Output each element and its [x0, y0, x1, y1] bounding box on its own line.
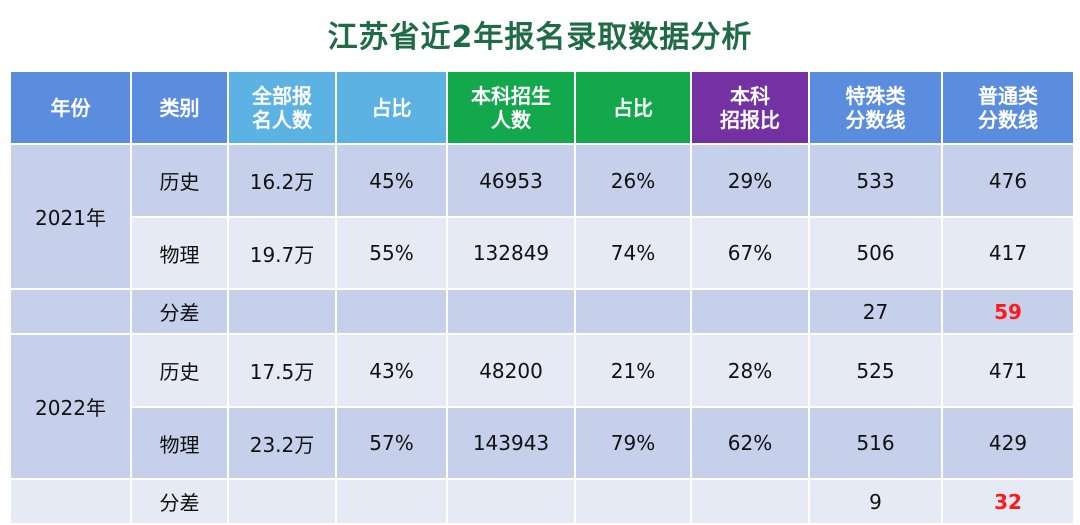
special-diff-cell: 9	[808, 478, 943, 525]
total-cell: 19.7万	[227, 216, 337, 290]
year-cell: 2022年	[9, 333, 132, 480]
category-cell: 历史	[130, 143, 229, 218]
header-special-line: 特殊类 分数线	[808, 70, 943, 145]
empty-cell	[227, 288, 337, 335]
undergrad-cell: 46953	[446, 143, 576, 218]
undergrad-ratio-cell: 26%	[574, 143, 692, 218]
admit-ratio-cell: 28%	[690, 333, 810, 408]
empty-cell	[227, 478, 337, 525]
normal-line-cell: 471	[941, 333, 1075, 408]
special-line-cell: 516	[808, 406, 943, 480]
table-row: 物理 23.2万 57% 143943 79% 62% 516 429	[10, 406, 1075, 480]
empty-cell	[335, 288, 448, 335]
table-row: 2022年 历史 17.5万 43% 48200 21% 28% 525 471	[9, 333, 1075, 480]
diff-label-cell: 分差	[130, 288, 229, 335]
normal-line-cell: 476	[941, 143, 1075, 218]
header-admit-ratio: 本科 招报比	[690, 70, 810, 145]
empty-cell	[690, 288, 810, 335]
header-undergrad-ratio: 占比	[574, 70, 692, 145]
normal-line-cell: 417	[941, 216, 1075, 290]
table-row: 分差 9 32	[9, 478, 1075, 525]
header-undergrad-enrollment-label: 本科招生 人数	[471, 83, 551, 132]
admit-ratio-cell: 62%	[690, 406, 810, 480]
undergrad-ratio-cell: 21%	[574, 333, 692, 408]
ratio-cell: 45%	[335, 143, 448, 218]
admit-ratio-cell: 67%	[690, 216, 810, 290]
empty-cell	[9, 478, 132, 525]
header-ratio: 占比	[335, 70, 448, 145]
ratio-cell: 43%	[335, 333, 448, 408]
table-row: 分差 27 59	[9, 288, 1075, 335]
header-total-applicants: 全部报 名人数	[227, 70, 337, 145]
special-line-cell: 525	[808, 333, 943, 408]
table-row: 物理 19.7万 55% 132849 74% 67% 506 417	[10, 216, 1075, 290]
table-row: 2021年 历史 16.2万 45% 46953 26% 29% 533 476	[9, 143, 1075, 290]
empty-cell	[446, 478, 576, 525]
header-special-line-label: 特殊类 分数线	[845, 83, 906, 132]
total-cell: 23.2万	[227, 406, 337, 480]
empty-cell	[690, 478, 810, 525]
header-admit-ratio-label: 本科 招报比	[720, 83, 780, 132]
empty-cell	[335, 478, 448, 525]
normal-diff-cell: 59	[941, 288, 1075, 335]
empty-cell	[9, 288, 132, 335]
category-cell: 历史	[130, 333, 229, 408]
table-header-row: 年份 类别 全部报 名人数 占比 本科招生 人数 占比 本科 招报比 特殊类 分…	[9, 70, 1075, 145]
diff-label-cell: 分差	[130, 478, 229, 525]
year-cell: 2021年	[9, 143, 132, 290]
page-title: 江苏省近2年报名录取数据分析	[327, 20, 753, 55]
normal-diff-cell: 32	[941, 478, 1075, 525]
ratio-cell: 55%	[335, 216, 448, 290]
header-total-applicants-label: 全部报 名人数	[252, 83, 312, 132]
header-undergrad-enrollment: 本科招生 人数	[446, 70, 576, 145]
empty-cell	[574, 478, 692, 525]
total-cell: 17.5万	[227, 333, 337, 408]
ratio-cell: 57%	[335, 406, 448, 480]
undergrad-ratio-cell: 74%	[574, 216, 692, 290]
special-diff-cell: 27	[808, 288, 943, 335]
undergrad-cell: 48200	[446, 333, 576, 408]
total-cell: 16.2万	[227, 143, 337, 218]
empty-cell	[574, 288, 692, 335]
special-line-cell: 533	[808, 143, 943, 218]
special-line-cell: 506	[808, 216, 943, 290]
normal-line-cell: 429	[941, 406, 1075, 480]
header-category: 类别	[130, 70, 229, 145]
category-cell: 物理	[130, 406, 229, 480]
empty-cell	[446, 288, 576, 335]
undergrad-ratio-cell: 79%	[574, 406, 692, 480]
undergrad-cell: 143943	[446, 406, 576, 480]
category-cell: 物理	[130, 216, 229, 290]
header-normal-line-label: 普通类 分数线	[978, 83, 1038, 132]
admission-data-table: 年份 类别 全部报 名人数 占比 本科招生 人数 占比 本科 招报比 特殊类 分…	[9, 70, 1075, 525]
admit-ratio-cell: 29%	[690, 143, 810, 218]
header-year: 年份	[9, 70, 132, 145]
undergrad-cell: 132849	[446, 216, 576, 290]
header-normal-line: 普通类 分数线	[941, 70, 1075, 145]
